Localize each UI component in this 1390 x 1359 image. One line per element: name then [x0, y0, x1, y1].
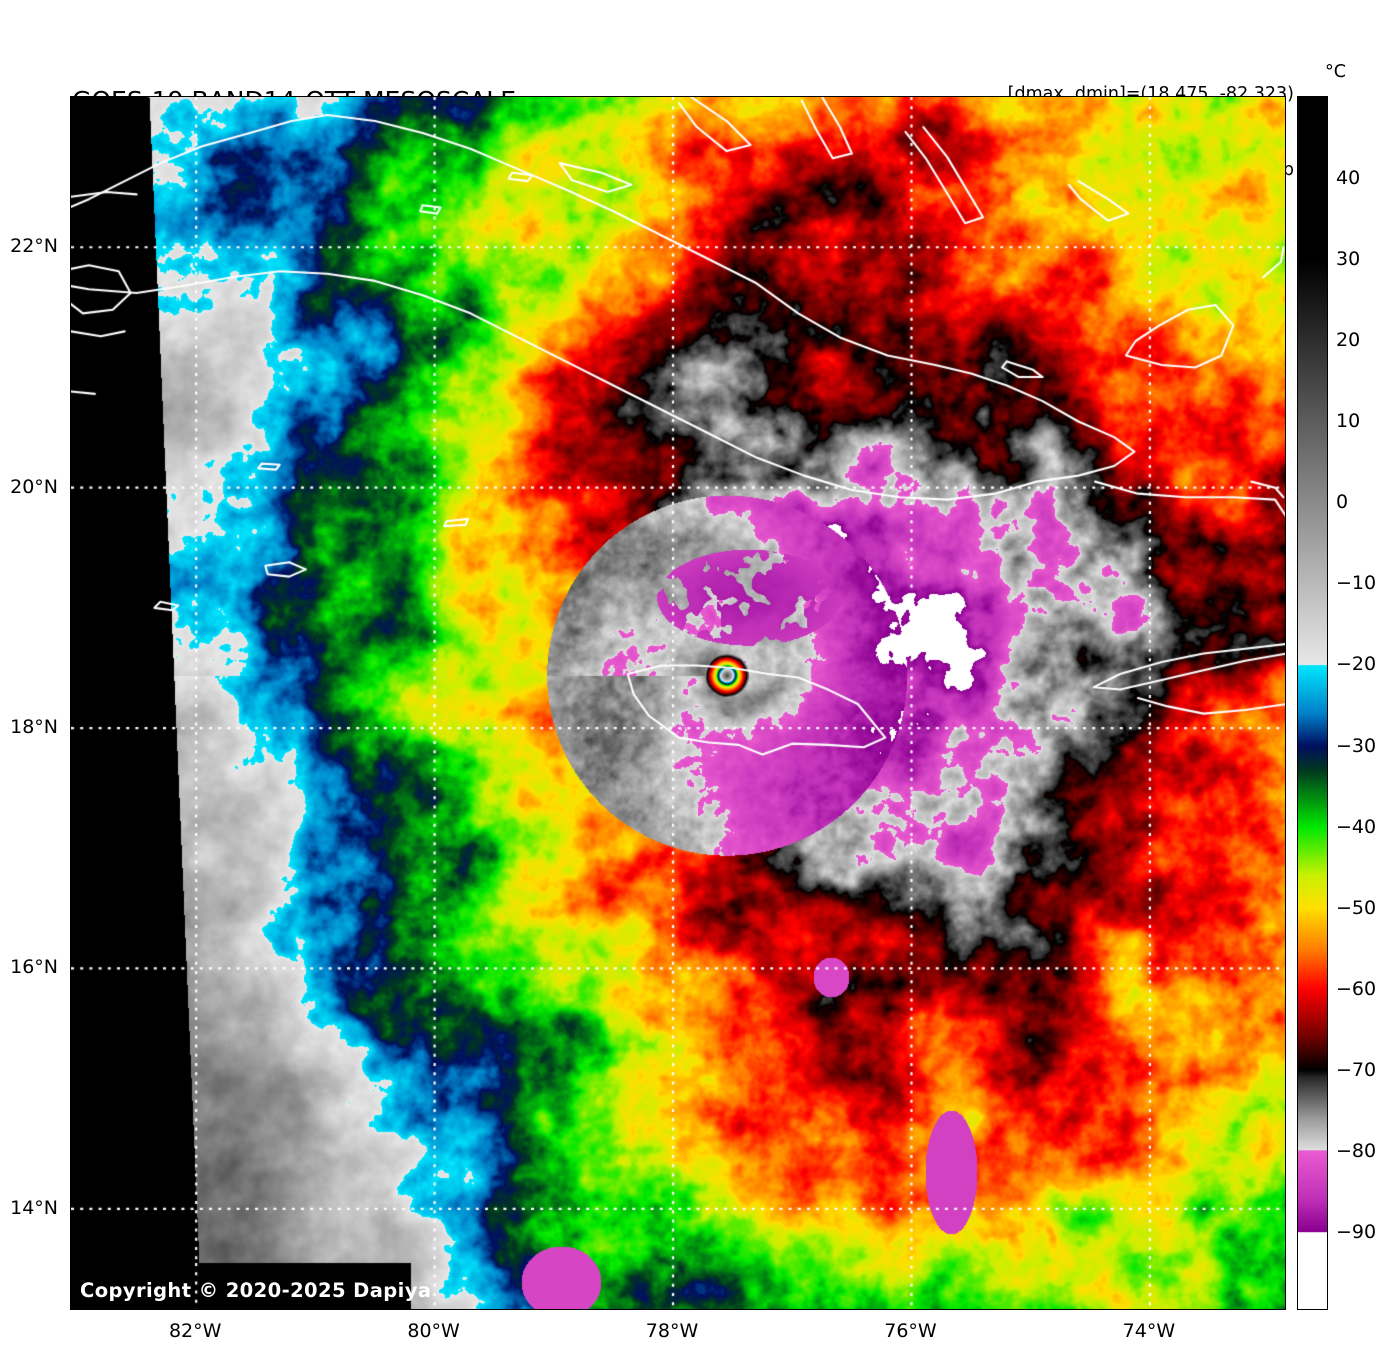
colorbar-tick--50: −50 — [1336, 896, 1377, 919]
colorbar-tick-0: 0 — [1336, 491, 1349, 514]
y-axis-tick-20°N: 20°N — [10, 475, 58, 498]
x-axis-tick-82°W: 82°W — [168, 1320, 222, 1342]
colorbar-tick--10: −10 — [1336, 572, 1377, 595]
colorbar-tick-10: 10 — [1336, 410, 1361, 433]
x-axis-tick-78°W: 78°W — [645, 1320, 699, 1342]
x-axis-tick-74°W: 74°W — [1122, 1320, 1176, 1342]
y-axis-tick-14°N: 14°N — [10, 1196, 58, 1219]
y-axis-tick-22°N: 22°N — [10, 235, 58, 258]
infrared-brightness-temperature-map — [71, 97, 1285, 1309]
colorbar-tick--60: −60 — [1336, 977, 1377, 1000]
colorbar-unit-label: °C — [1325, 62, 1346, 82]
x-axis-tick-80°W: 80°W — [407, 1320, 460, 1342]
colorbar-tick--30: −30 — [1336, 734, 1377, 757]
colorbar-gradient — [1298, 97, 1327, 1309]
colorbar-tick--80: −80 — [1336, 1139, 1377, 1162]
colorbar-tick-20: 20 — [1336, 329, 1361, 352]
colorbar-tick--20: −20 — [1336, 653, 1377, 676]
y-axis-tick-16°N: 16°N — [10, 956, 58, 979]
colorbar-tick--90: −90 — [1336, 1221, 1377, 1243]
colorbar-tick-40: 40 — [1336, 167, 1361, 189]
colorbar-tick--70: −70 — [1336, 1058, 1377, 1081]
colorbar-tick--40: −40 — [1336, 815, 1377, 838]
y-axis-tick-18°N: 18°N — [10, 716, 58, 739]
colorbar-tick-30: 30 — [1336, 248, 1361, 271]
x-axis-tick-76°W: 76°W — [884, 1320, 937, 1342]
temperature-colorbar — [1297, 96, 1328, 1310]
satellite-plot-area — [70, 96, 1286, 1310]
